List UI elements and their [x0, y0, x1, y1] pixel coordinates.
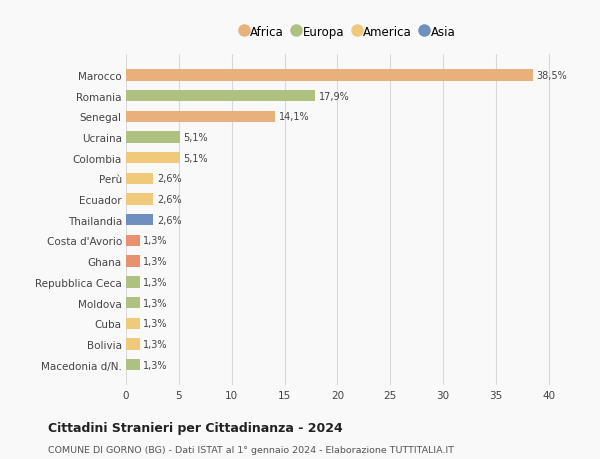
Bar	[126, 235, 140, 246]
Text: 38,5%: 38,5%	[537, 71, 568, 81]
Text: 1,3%: 1,3%	[143, 257, 168, 267]
Bar	[126, 318, 140, 329]
Bar	[126, 297, 140, 308]
Text: 2,6%: 2,6%	[157, 215, 182, 225]
Text: 1,3%: 1,3%	[143, 236, 168, 246]
Text: 5,1%: 5,1%	[184, 153, 208, 163]
Bar	[126, 91, 315, 102]
Bar	[126, 215, 154, 226]
Bar	[126, 174, 154, 185]
Text: 1,3%: 1,3%	[143, 360, 168, 370]
Bar	[126, 70, 533, 81]
Bar	[126, 153, 180, 164]
Bar	[126, 277, 140, 288]
Legend: Africa, Europa, America, Asia: Africa, Europa, America, Asia	[236, 21, 460, 44]
Bar	[126, 112, 275, 123]
Text: 1,3%: 1,3%	[143, 298, 168, 308]
Text: 5,1%: 5,1%	[184, 133, 208, 143]
Bar	[126, 132, 180, 143]
Bar	[126, 339, 140, 350]
Bar	[126, 359, 140, 370]
Text: 1,3%: 1,3%	[143, 277, 168, 287]
Text: 1,3%: 1,3%	[143, 339, 168, 349]
Bar	[126, 256, 140, 267]
Text: 1,3%: 1,3%	[143, 319, 168, 329]
Text: COMUNE DI GORNO (BG) - Dati ISTAT al 1° gennaio 2024 - Elaborazione TUTTITALIA.I: COMUNE DI GORNO (BG) - Dati ISTAT al 1° …	[48, 445, 454, 454]
Text: 2,6%: 2,6%	[157, 195, 182, 205]
Bar	[126, 194, 154, 205]
Text: 14,1%: 14,1%	[279, 112, 310, 122]
Text: 2,6%: 2,6%	[157, 174, 182, 184]
Text: 17,9%: 17,9%	[319, 91, 350, 101]
Text: Cittadini Stranieri per Cittadinanza - 2024: Cittadini Stranieri per Cittadinanza - 2…	[48, 421, 343, 434]
